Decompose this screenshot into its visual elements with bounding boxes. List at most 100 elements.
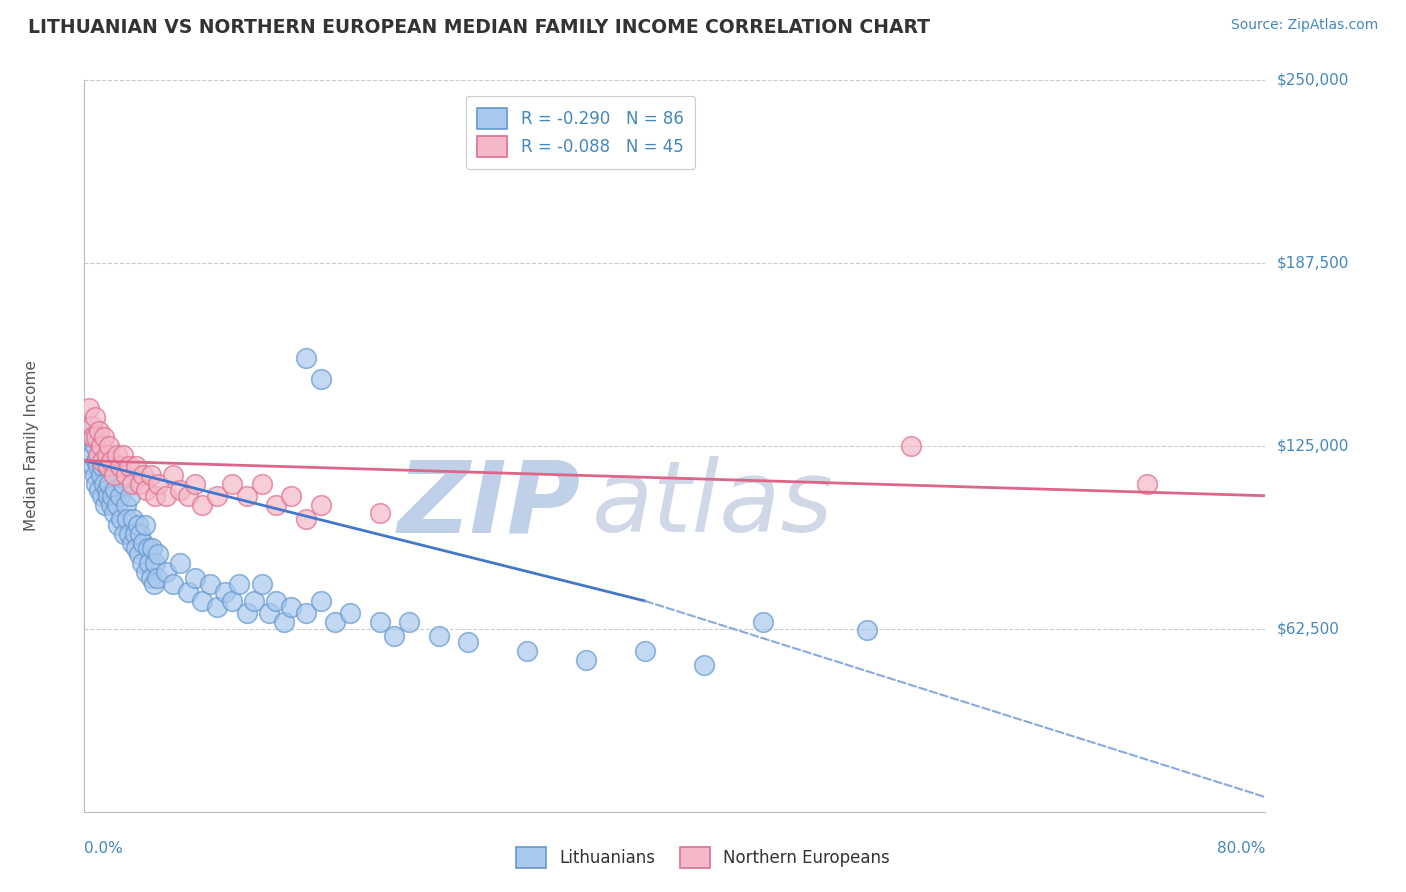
Point — [80, 418, 103, 433]
Point — [295, 351, 318, 366]
Point — [309, 594, 332, 608]
Point — [221, 594, 243, 608]
Point — [105, 498, 128, 512]
Point — [228, 576, 250, 591]
Point — [93, 477, 115, 491]
Point — [132, 468, 155, 483]
Legend: Lithuanians, Northern Europeans: Lithuanians, Northern Europeans — [509, 840, 897, 875]
Point — [155, 565, 177, 579]
Point — [145, 571, 167, 585]
Point — [214, 585, 236, 599]
Text: ZIP: ZIP — [398, 456, 581, 553]
Point — [83, 409, 105, 424]
Point — [127, 518, 149, 533]
Point — [96, 459, 118, 474]
Point — [280, 599, 302, 614]
Point — [221, 477, 243, 491]
Point — [84, 430, 107, 444]
Legend: R = -0.290   N = 86, R = -0.088   N = 45: R = -0.290 N = 86, R = -0.088 N = 45 — [465, 96, 695, 169]
Point — [368, 615, 391, 629]
Point — [86, 459, 108, 474]
Point — [83, 439, 105, 453]
Point — [250, 477, 273, 491]
Point — [118, 526, 141, 541]
Point — [122, 512, 145, 526]
Point — [98, 477, 121, 491]
Point — [101, 489, 124, 503]
Point — [91, 459, 114, 474]
Point — [575, 652, 598, 666]
Point — [325, 615, 347, 629]
Point — [169, 556, 191, 570]
Point — [243, 594, 266, 608]
Point — [108, 459, 131, 474]
Point — [427, 629, 450, 643]
Point — [634, 644, 657, 658]
Point — [177, 489, 200, 503]
Point — [148, 547, 170, 561]
Point — [131, 556, 153, 570]
Point — [100, 453, 122, 467]
Point — [136, 541, 159, 556]
Text: $125,000: $125,000 — [1277, 439, 1348, 453]
Point — [207, 489, 229, 503]
Point — [339, 606, 361, 620]
Point — [900, 439, 922, 453]
Point — [104, 483, 127, 497]
Point — [139, 468, 162, 483]
Point — [516, 644, 538, 658]
Point — [114, 498, 136, 512]
Point — [141, 541, 163, 556]
Point — [162, 468, 184, 483]
Point — [250, 576, 273, 591]
Text: 80.0%: 80.0% — [1218, 841, 1265, 856]
Point — [257, 606, 280, 620]
Point — [295, 512, 318, 526]
Point — [86, 448, 108, 462]
Point — [84, 477, 107, 491]
Point — [191, 594, 214, 608]
Text: atlas: atlas — [592, 456, 834, 553]
Point — [128, 547, 150, 561]
Point — [148, 477, 170, 491]
Point — [198, 576, 221, 591]
Point — [111, 477, 134, 491]
Point — [96, 448, 118, 462]
Point — [97, 459, 120, 474]
Point — [135, 565, 157, 579]
Point — [266, 594, 288, 608]
Point — [105, 448, 128, 462]
Point — [177, 585, 200, 599]
Point — [91, 453, 114, 467]
Point — [79, 430, 101, 444]
Point — [93, 430, 115, 444]
Point — [155, 489, 177, 503]
Point — [103, 468, 125, 483]
Text: Median Family Income: Median Family Income — [24, 360, 39, 532]
Point — [96, 483, 118, 497]
Point — [111, 448, 134, 462]
Point — [107, 518, 129, 533]
Point — [309, 498, 332, 512]
Point — [100, 498, 122, 512]
Point — [129, 477, 152, 491]
Point — [90, 468, 112, 483]
Point — [457, 635, 479, 649]
Text: $250,000: $250,000 — [1277, 73, 1348, 87]
Point — [90, 439, 112, 453]
Point — [87, 425, 111, 439]
Point — [134, 518, 156, 533]
Point — [1136, 477, 1159, 491]
Point — [84, 453, 107, 467]
Point — [121, 477, 143, 491]
Point — [236, 489, 259, 503]
Text: LITHUANIAN VS NORTHERN EUROPEAN MEDIAN FAMILY INCOME CORRELATION CHART: LITHUANIAN VS NORTHERN EUROPEAN MEDIAN F… — [28, 18, 931, 37]
Point — [103, 506, 125, 520]
Point — [83, 468, 105, 483]
Point — [77, 401, 100, 415]
Point — [143, 556, 166, 570]
Point — [124, 526, 146, 541]
Point — [752, 615, 775, 629]
Point — [132, 535, 155, 549]
Point — [112, 526, 135, 541]
